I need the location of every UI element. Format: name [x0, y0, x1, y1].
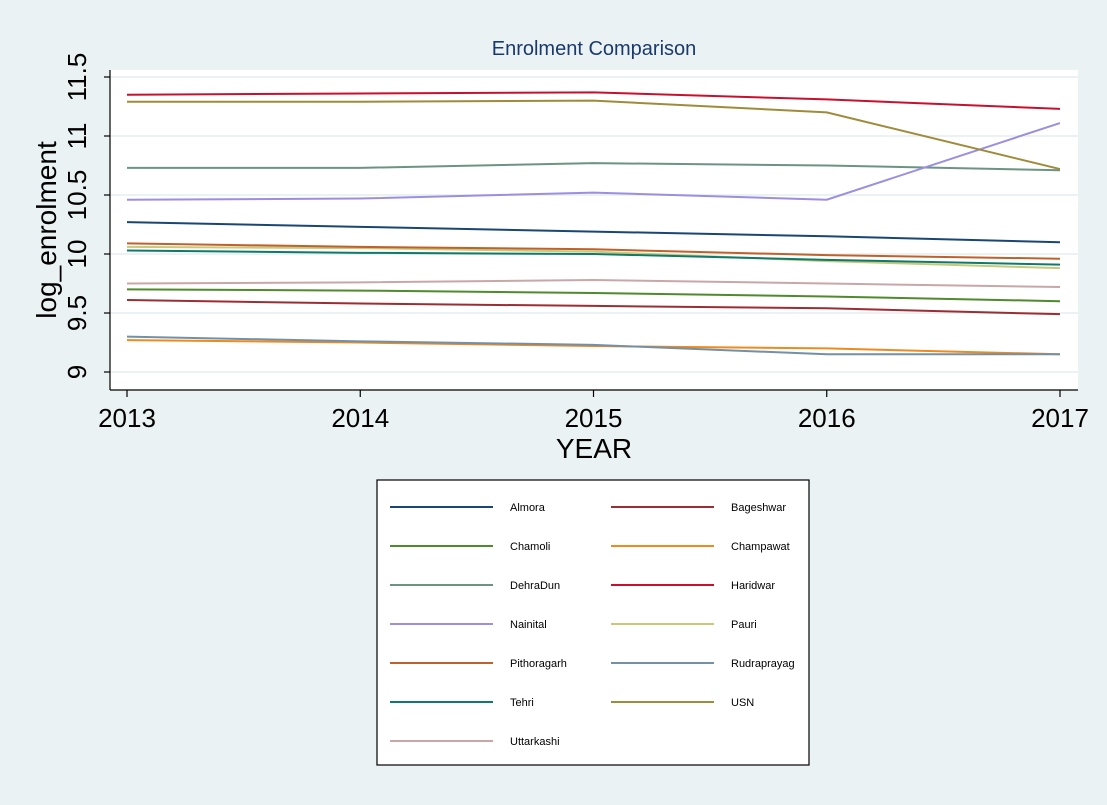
legend-label-tehri: Tehri	[510, 697, 534, 709]
series-line-dehradun	[127, 162, 1061, 172]
legend-label-almora: Almora	[510, 502, 546, 514]
legend-label-champawat: Champawat	[731, 541, 790, 553]
x-ticks: 2013 2014 2015 2016 2017	[98, 390, 1089, 433]
series-line-nainital	[126, 122, 1061, 201]
y-tick-label-1: 9.5	[62, 295, 92, 331]
series-lines	[126, 91, 1061, 356]
y-axis-title: log_enrolment	[31, 141, 62, 319]
series-line-chamoli	[126, 288, 1061, 303]
x-tick-label-3: 2016	[798, 403, 856, 433]
legend-label-haridwar: Haridwar	[731, 580, 775, 592]
legend-label-rudraprayag: Rudraprayag	[731, 658, 795, 670]
y-tick-label-3: 10.5	[62, 170, 92, 221]
plot-area	[110, 70, 1078, 390]
legend-label-pauri: Pauri	[731, 619, 757, 631]
x-tick-label-0: 2013	[98, 403, 156, 433]
series-line-uttarkashi	[126, 278, 1061, 289]
legend-label-usn: USN	[731, 697, 754, 709]
series-line-rudraprayag	[126, 335, 1060, 356]
legend: Almora Bageshwar Chamoli Champawat DehraDun H…	[390, 502, 795, 748]
x-tick-label-4: 2017	[1031, 403, 1089, 433]
series-line-tehri	[126, 249, 1061, 266]
chart-title: Enrolment Comparison	[492, 38, 697, 60]
y-tick-label-0: 9	[62, 365, 92, 379]
series-line-almora	[126, 221, 1061, 244]
series-line-usn	[127, 99, 1061, 171]
y-tick-label-4: 11	[62, 123, 92, 150]
y-tick-label-5: 11.5	[62, 53, 92, 102]
x-axis-title: YEAR	[556, 433, 632, 464]
legend-box	[376, 479, 810, 766]
y-ticks: 9 9.5 10 10.5 11 11.5	[62, 53, 110, 379]
legend-label-pithoragarh: Pithoragarh	[510, 658, 567, 670]
legend-label-uttarkashi: Uttarkashi	[510, 736, 560, 748]
series-line-pithoragarh	[126, 242, 1061, 260]
legend-label-bageshwar: Bageshwar	[731, 502, 786, 514]
y-tick-label-2: 10	[62, 240, 92, 269]
legend-label-chamoli: Chamoli	[510, 541, 550, 553]
series-line-pauri	[126, 245, 1061, 270]
series-line-champawat	[126, 339, 1061, 356]
series-line-haridwar	[126, 91, 1061, 110]
legend-label-dehradun: DehraDun	[510, 580, 560, 592]
legend-label-nainital: Nainital	[510, 619, 547, 631]
x-tick-label-2: 2015	[565, 403, 623, 433]
series-line-bageshwar	[126, 299, 1061, 316]
x-tick-label-1: 2014	[331, 403, 389, 433]
